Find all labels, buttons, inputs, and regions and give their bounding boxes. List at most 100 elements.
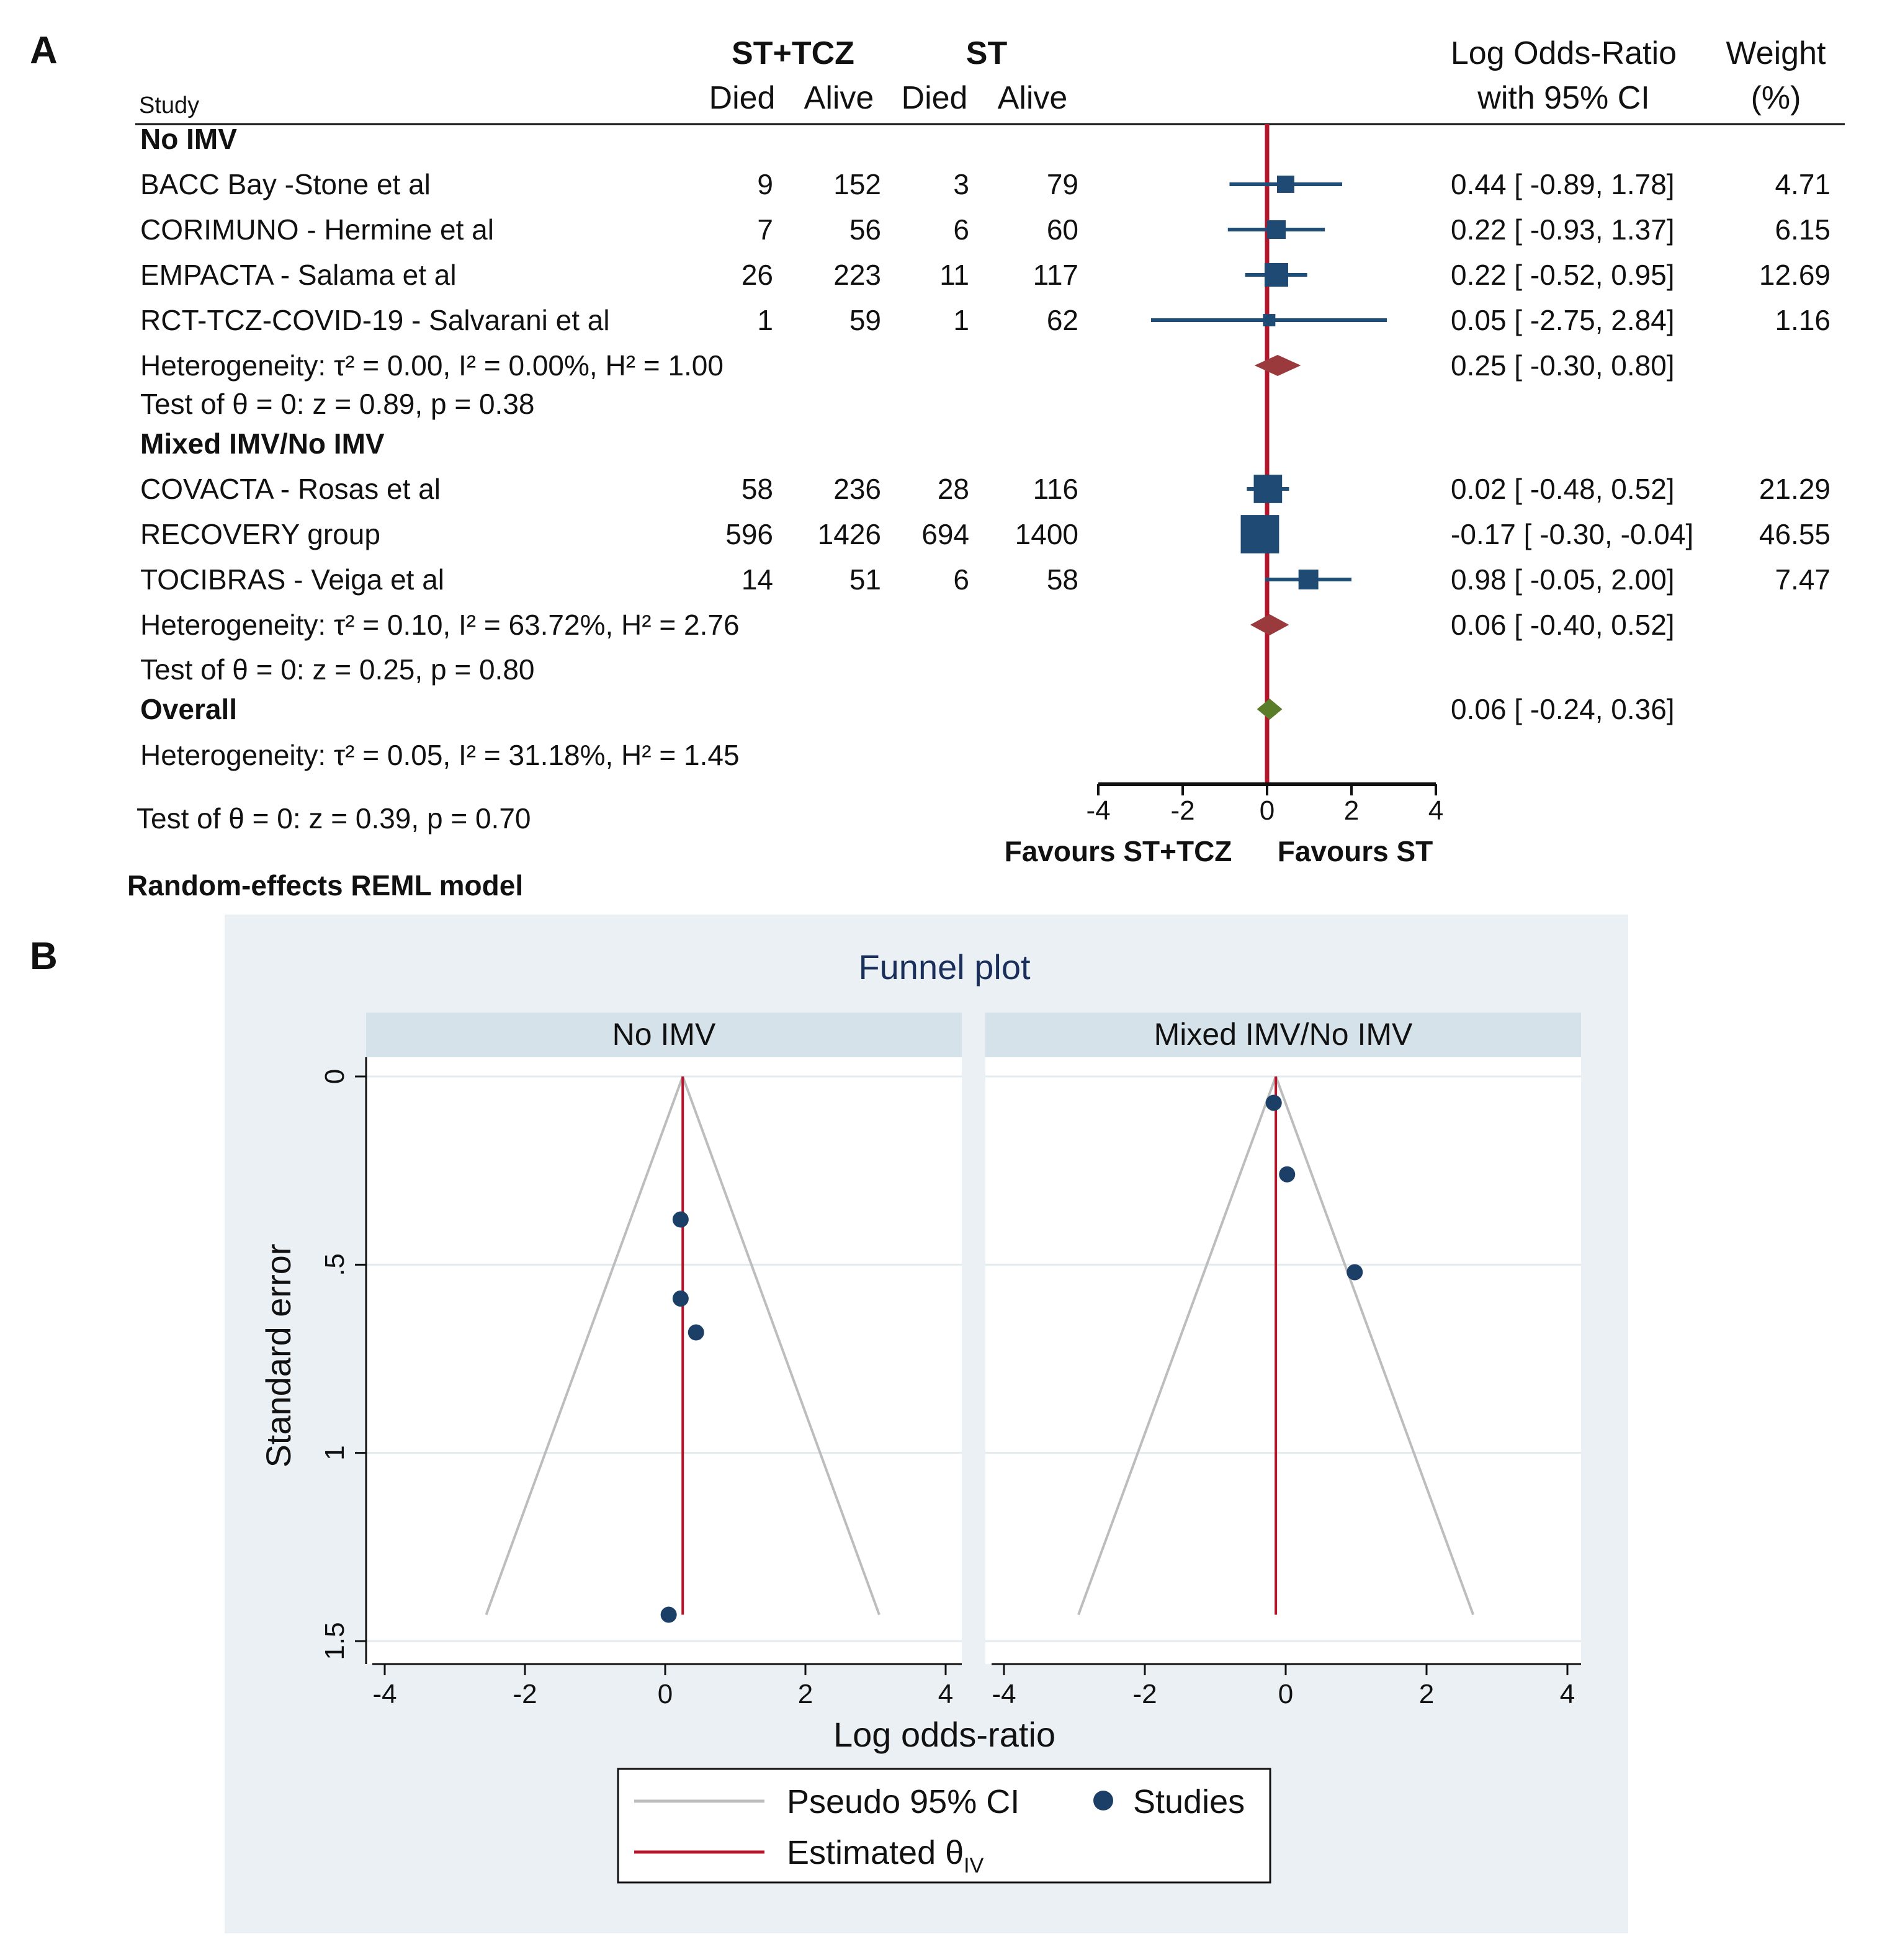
study-point xyxy=(1265,1094,1282,1111)
panel-b-letter: B xyxy=(30,935,58,978)
funnel-x-tick-label: 4 xyxy=(1560,1679,1575,1709)
count-died-st: 694 xyxy=(921,518,969,550)
subpanel-strip xyxy=(366,1013,962,1057)
favours-st-tcz-label: Favours ST+TCZ xyxy=(1005,835,1232,867)
funnel-x-tick-label: 0 xyxy=(1278,1679,1293,1709)
study-weight: 6.15 xyxy=(1775,213,1830,246)
count-died-tcz: 596 xyxy=(725,518,773,550)
funnel-x-tick-label: -4 xyxy=(992,1679,1016,1709)
study-name: RCT-TCZ-COVID-19 - Salvarani et al xyxy=(140,304,610,336)
study-ci-text: 0.98 [ -0.05, 2.00] xyxy=(1451,563,1675,596)
count-alive-tcz: 51 xyxy=(849,563,881,596)
column-header-alive-st: Alive xyxy=(998,80,1068,116)
count-alive-tcz: 56 xyxy=(849,213,881,246)
overall-test: Test of θ = 0: z = 0.39, p = 0.70 xyxy=(137,802,531,835)
count-alive-st: 58 xyxy=(1047,563,1078,596)
forest-rows: No IMV BACC Bay -Stone et al 9 152 3 79 0.44 [… xyxy=(137,123,1830,835)
overall-heterogeneity: Heterogeneity: τ² = 0.05, I² = 31.18%, H… xyxy=(140,739,740,771)
count-died-tcz: 7 xyxy=(757,213,773,246)
count-alive-st: 1400 xyxy=(1015,518,1078,550)
funnel-x-tick-label: 2 xyxy=(1419,1679,1434,1709)
funnel-x-axis-label: Log odds-ratio xyxy=(833,1715,1055,1754)
column-header-study: Study xyxy=(139,92,199,119)
model-note: Random-effects REML model xyxy=(127,869,523,902)
funnel-subpanel: Mixed IMV/No IMV -4 -2 0 2 4 xyxy=(985,1013,1581,1709)
study-point xyxy=(688,1324,704,1341)
study-ci-text: 0.02 [ -0.48, 0.52] xyxy=(1451,473,1675,505)
subpanel-strip xyxy=(985,1013,1581,1057)
funnel-subpanels: No IMV -4 -2 0 2 4 0 .5 1 1.5 Mixed IMV/No IMV -4 -2… xyxy=(320,1013,1581,1709)
count-died-tcz: 58 xyxy=(742,473,773,505)
study-name: TOCIBRAS - Veiga et al xyxy=(140,563,444,596)
legend-ci-label: Pseudo 95% CI xyxy=(787,1783,1019,1820)
column-header-alive-tcz: Alive xyxy=(804,80,874,116)
study-weight: 12.69 xyxy=(1759,259,1830,291)
pseudo-ci-left xyxy=(1077,1076,1277,1616)
legend-studies-label: Studies xyxy=(1133,1783,1245,1820)
funnel-subpanel: No IMV -4 -2 0 2 4 0 .5 1 1.5 xyxy=(320,1013,962,1709)
funnel-y-tick-label: 1.5 xyxy=(320,1622,350,1660)
subgroup-diamond xyxy=(1250,614,1289,635)
study-ci-text: 0.22 [ -0.52, 0.95] xyxy=(1451,259,1675,291)
funnel-plot-title: Funnel plot xyxy=(858,947,1031,987)
funnel-x-tick-label: 4 xyxy=(938,1679,953,1709)
study-point xyxy=(672,1211,689,1228)
study-name: BACC Bay -Stone et al xyxy=(140,168,431,200)
column-header-weight: Weight xyxy=(1726,35,1826,71)
study-weight: 7.47 xyxy=(1775,563,1830,596)
column-header-died-st: Died xyxy=(902,80,968,116)
forest-axis-tick-label: 2 xyxy=(1344,795,1359,826)
study-weight: 4.71 xyxy=(1775,168,1830,200)
count-alive-tcz: 223 xyxy=(833,259,881,291)
count-alive-st: 62 xyxy=(1047,304,1078,336)
subgroup-test: Test of θ = 0: z = 0.25, p = 0.80 xyxy=(140,653,535,686)
group-header-st-tcz: ST+TCZ xyxy=(732,35,854,71)
favours-st-label: Favours ST xyxy=(1278,835,1433,867)
panel-a-letter: A xyxy=(30,29,58,72)
study-point xyxy=(1279,1166,1296,1183)
column-header-weight-unit: (%) xyxy=(1751,80,1801,116)
study-name: RECOVERY group xyxy=(140,518,380,550)
count-alive-st: 117 xyxy=(1033,259,1078,291)
forest-plot-panel: A ST+TCZ ST Study Died Alive Died Alive … xyxy=(30,29,1845,902)
count-died-tcz: 26 xyxy=(742,259,773,291)
subgroup-ci-text: 0.06 [ -0.40, 0.52] xyxy=(1451,609,1675,641)
funnel-x-tick-label: -2 xyxy=(1132,1679,1157,1709)
funnel-legend: Pseudo 95% CI Studies Estimated θIV xyxy=(617,1768,1271,1884)
pseudo-ci-right xyxy=(1275,1076,1475,1616)
study-marker xyxy=(1263,314,1276,326)
count-alive-st: 116 xyxy=(1033,473,1078,505)
count-alive-st: 79 xyxy=(1047,168,1078,200)
column-header-log-odds-ratio: Log Odds-Ratio xyxy=(1451,35,1677,71)
column-header-died-tcz: Died xyxy=(709,80,776,116)
overall-diamond xyxy=(1257,699,1283,720)
study-weight: 1.16 xyxy=(1775,304,1830,336)
count-died-st: 6 xyxy=(953,563,969,596)
subgroup-heterogeneity: Heterogeneity: τ² = 0.10, I² = 63.72%, H… xyxy=(140,609,740,641)
study-name: EMPACTA - Salama et al xyxy=(140,259,457,291)
funnel-x-tick-label: -4 xyxy=(372,1679,397,1709)
forest-x-axis: -4 -2 0 2 4 xyxy=(1086,782,1443,826)
group-header-st: ST xyxy=(966,35,1008,71)
study-marker xyxy=(1298,570,1319,589)
count-died-tcz: 14 xyxy=(742,563,773,596)
funnel-x-tick-label: 0 xyxy=(658,1679,673,1709)
forest-axis-tick-label: 4 xyxy=(1428,795,1443,826)
count-died-st: 11 xyxy=(939,259,969,291)
pseudo-ci-right xyxy=(681,1076,881,1616)
count-alive-tcz: 152 xyxy=(833,168,881,200)
funnel-x-tick-label: -2 xyxy=(513,1679,537,1709)
subpanel-plot-area xyxy=(985,1057,1581,1664)
forest-axis-tick-label: -4 xyxy=(1086,795,1110,826)
funnel-y-axis-label: Standard error xyxy=(259,1243,298,1467)
study-name: CORIMUNO - Hermine et al xyxy=(140,213,494,246)
funnel-y-tick-label: .5 xyxy=(320,1253,350,1276)
funnel-x-tick-label: 2 xyxy=(798,1679,813,1709)
funnel-plot-panel: B Funnel plot No IMV -4 -2 0 2 4 0 .5 1 1.5 Mixed … xyxy=(30,915,1628,1933)
subgroup-ci-text: 0.25 [ -0.30, 0.80] xyxy=(1451,349,1675,382)
study-marker xyxy=(1264,262,1288,287)
study-name: COVACTA - Rosas et al xyxy=(140,473,441,505)
funnel-y-tick-label: 1 xyxy=(320,1445,350,1460)
legend-studies-marker xyxy=(1093,1791,1113,1810)
